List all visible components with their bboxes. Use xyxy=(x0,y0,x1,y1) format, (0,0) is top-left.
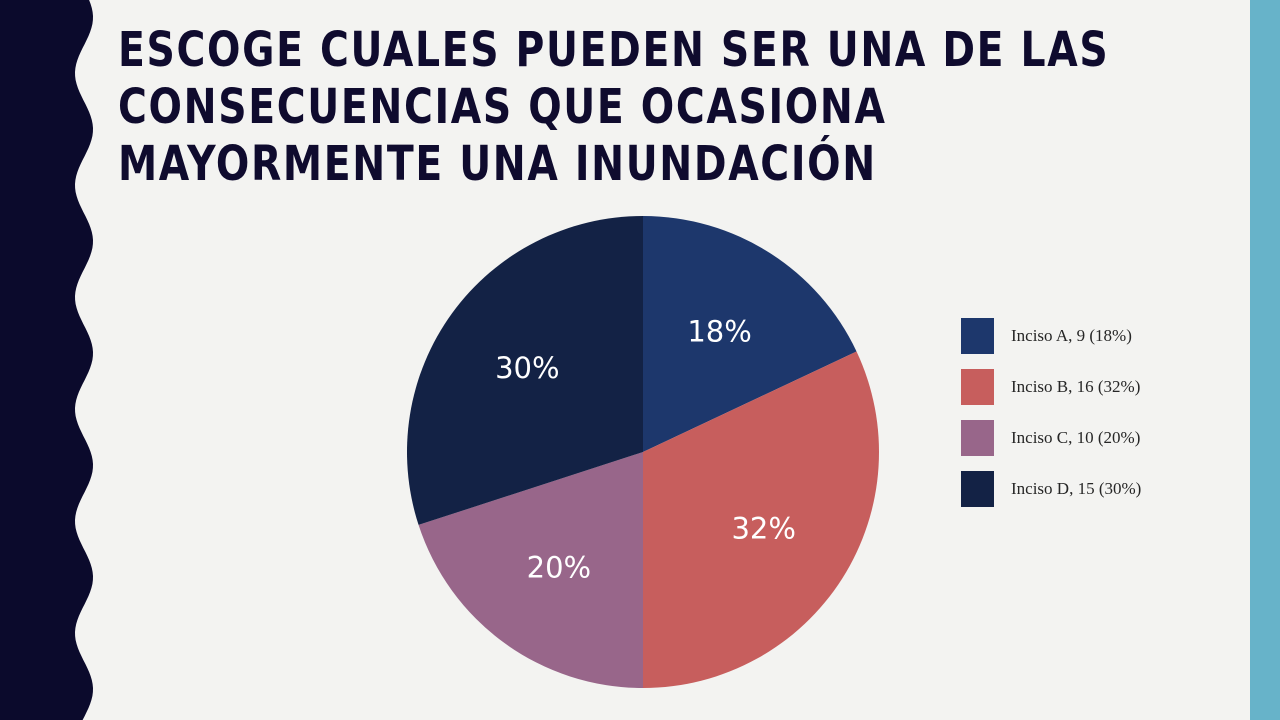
pie-slice-inciso-c xyxy=(418,452,643,688)
legend-swatch-inciso-c xyxy=(961,420,994,456)
pie-label-inciso-a: 18% xyxy=(687,314,751,348)
legend-item-inciso-a: Inciso A, 9 (18%) xyxy=(961,318,1141,354)
title-line-2: CONSECUENCIAS QUE OCASIONA xyxy=(118,79,887,135)
pie-label-inciso-b: 32% xyxy=(731,512,795,546)
wave-shape xyxy=(0,0,93,720)
title-line-1: ESCOGE CUALES PUEDEN SER UNA DE LAS xyxy=(118,22,1110,78)
legend-item-inciso-d: Inciso D, 15 (30%) xyxy=(961,471,1141,507)
left-wavy-band xyxy=(0,0,93,720)
legend-item-inciso-b: Inciso B, 16 (32%) xyxy=(961,369,1141,405)
legend-label-inciso-d: Inciso D, 15 (30%) xyxy=(1011,479,1142,498)
right-accent-band xyxy=(1250,0,1280,720)
pie-label-inciso-d: 30% xyxy=(495,351,559,385)
pie-slice-inciso-d xyxy=(406,216,643,525)
pie-slice-inciso-b xyxy=(643,351,879,688)
chart-legend: Inciso A, 9 (18%) Inciso B, 16 (32%) Incis… xyxy=(961,318,1141,522)
legend-label-inciso-c: Inciso C, 10 (20%) xyxy=(1011,428,1141,447)
legend-swatch-inciso-b xyxy=(961,369,994,405)
title-line-3: MAYORMENTE UNA INUNDACIÓN xyxy=(118,136,877,192)
legend-item-inciso-c: Inciso C, 10 (20%) xyxy=(961,420,1141,456)
legend-label-inciso-a: Inciso A, 9 (18%) xyxy=(1011,326,1132,345)
pie-label-inciso-c: 20% xyxy=(527,551,591,585)
legend-swatch-inciso-a xyxy=(961,318,994,354)
pie-slice-inciso-a xyxy=(643,216,857,452)
legend-swatch-inciso-d xyxy=(961,471,994,507)
page-title: ESCOGE CUALES PUEDEN SER UNA DE LAS CONS… xyxy=(118,22,1110,193)
legend-label-inciso-b: Inciso B, 16 (32%) xyxy=(1011,377,1141,396)
